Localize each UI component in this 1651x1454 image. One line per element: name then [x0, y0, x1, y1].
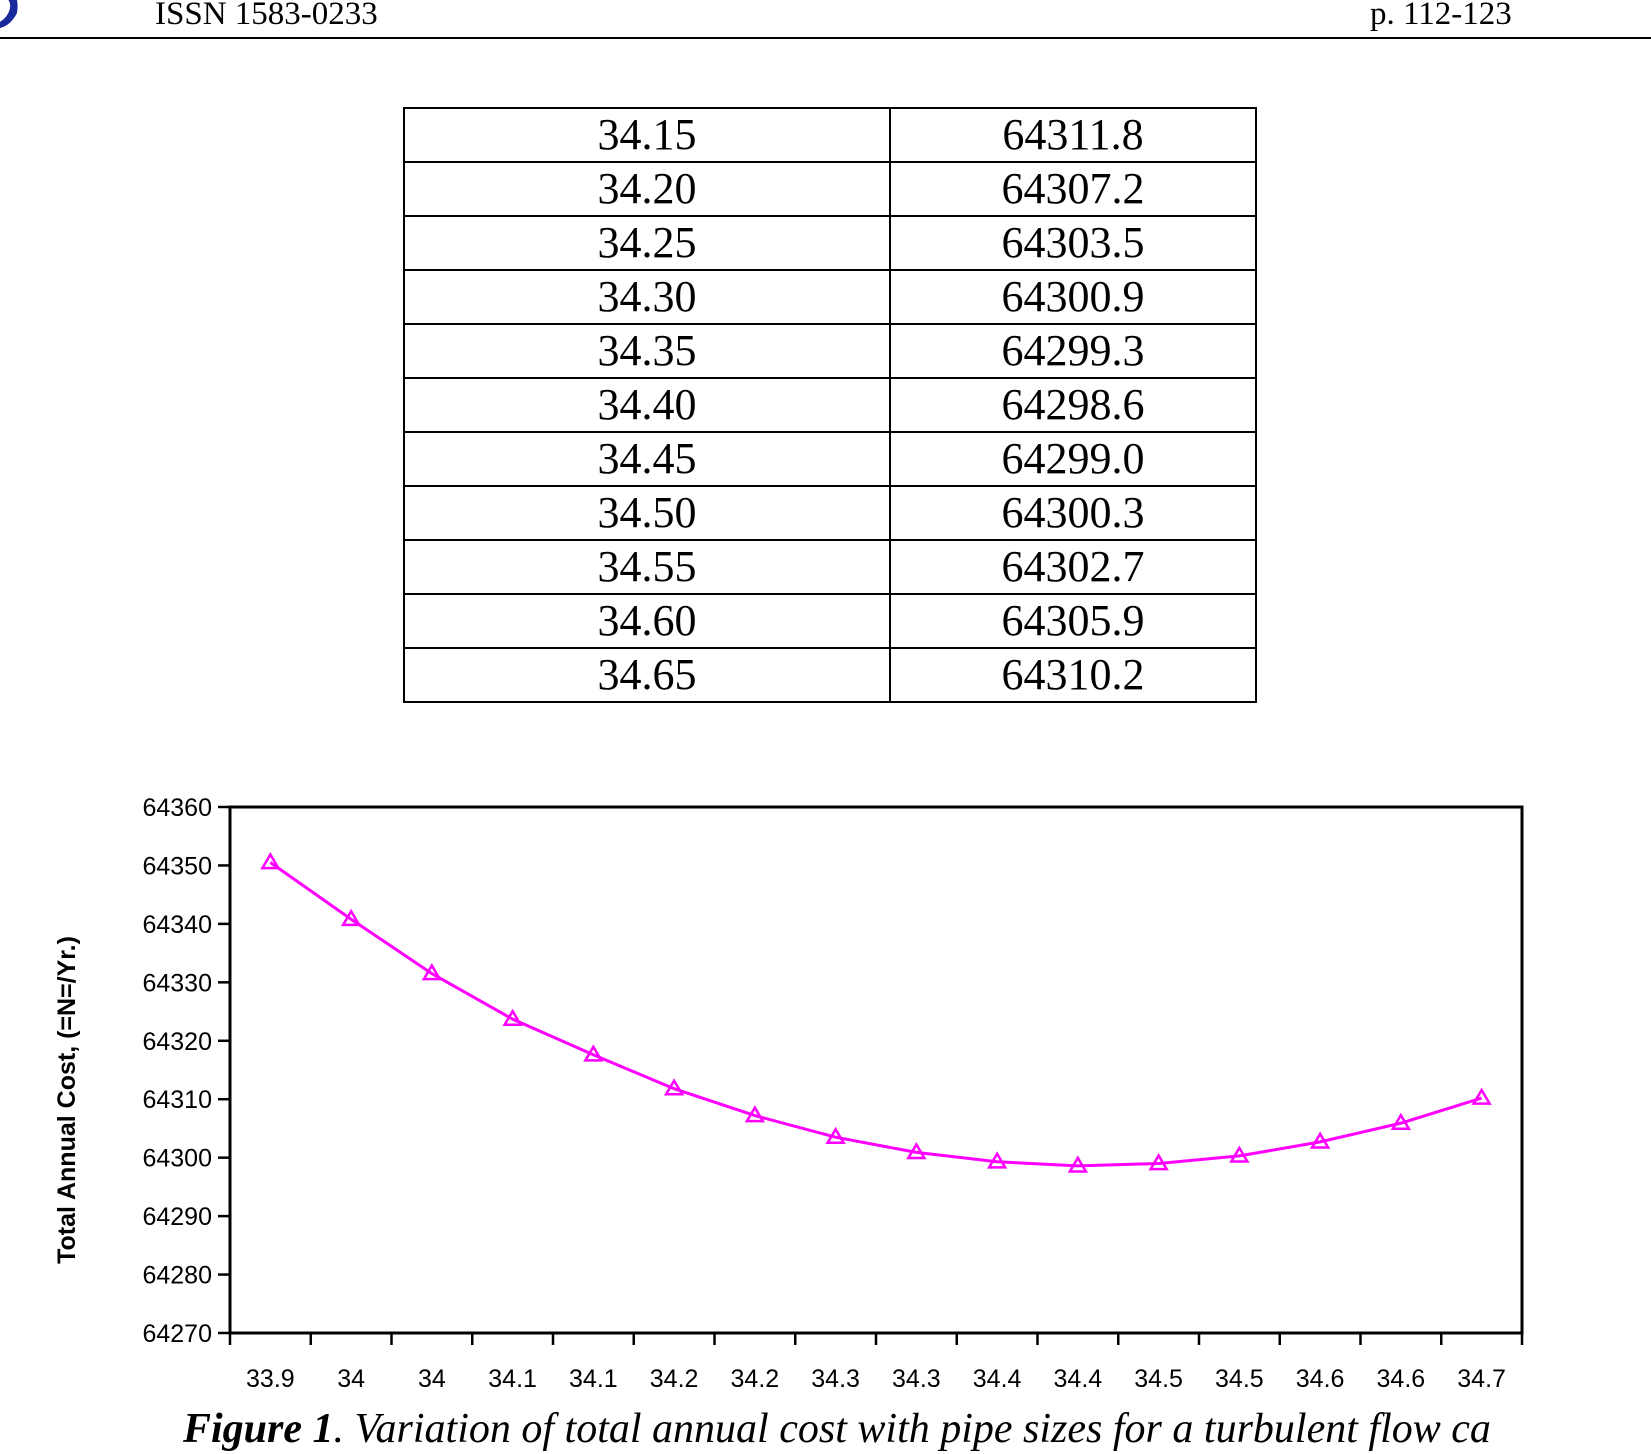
table-cell-pipe-size: 34.50	[403, 485, 891, 541]
x-tick-label: 34.6	[1296, 1365, 1345, 1393]
figure-caption: Figure 1. Variation of total annual cost…	[183, 1404, 1491, 1454]
table-row: 34.60 64305.9	[403, 593, 1257, 649]
table-cell-pipe-size: 34.30	[403, 269, 891, 325]
cost-chart: 64270 64280 64290 64300 64310 64320 64330 64340…	[53, 794, 1524, 1393]
x-tick-label: 34.6	[1377, 1365, 1426, 1393]
x-tick-label: 33.9	[246, 1365, 295, 1393]
table-cell-annual-cost: 64300.9	[889, 269, 1257, 325]
table-cell-pipe-size: 34.65	[403, 647, 891, 703]
table-row: 34.40 64298.6	[403, 377, 1257, 433]
x-tick-label: 34	[337, 1365, 365, 1393]
table-row: 34.50 64300.3	[403, 485, 1257, 541]
table-cell-pipe-size: 34.20	[403, 161, 891, 217]
plot-area	[228, 805, 1524, 1335]
table-row: 34.45 64299.0	[403, 431, 1257, 487]
y-tick-label: 64350	[142, 852, 212, 880]
table-cell-annual-cost: 64302.7	[889, 539, 1257, 595]
data-point-marker	[1309, 1131, 1331, 1149]
table-cell-annual-cost: 64303.5	[889, 215, 1257, 271]
x-tick-label: 34.1	[488, 1365, 537, 1393]
y-tick-label: 64300	[142, 1145, 212, 1173]
x-tick-label: 34.3	[892, 1365, 941, 1393]
data-point-marker	[986, 1151, 1008, 1169]
y-tick-label: 64360	[142, 794, 212, 822]
table-body: 34.15 64311.8 34.20 64307.2 34.25 64303.5 34.3…	[403, 107, 1257, 703]
table-row: 34.35 64299.3	[403, 323, 1257, 379]
data-point-marker	[583, 1044, 604, 1062]
x-tick-label: 34.4	[1054, 1365, 1103, 1393]
figure-caption-label: Figure 1	[183, 1406, 334, 1452]
data-point-marker	[260, 852, 281, 870]
table-row: 34.20 64307.2	[403, 161, 1257, 217]
table-cell-pipe-size: 34.15	[403, 107, 891, 163]
table-cell-annual-cost: 64299.3	[889, 323, 1257, 379]
table-row: 34.65 64310.2	[403, 647, 1257, 703]
table-cell-annual-cost: 64310.2	[889, 647, 1257, 703]
data-point-marker	[906, 1141, 927, 1160]
table-cell-annual-cost: 64307.2	[889, 161, 1257, 217]
table-row: 34.55 64302.7	[403, 539, 1257, 595]
y-tick-label: 64320	[142, 1028, 212, 1056]
y-tick-label: 64310	[142, 1086, 212, 1114]
header-issn: ISSN 1583-0233	[155, 0, 378, 32]
x-tick-label: 34.2	[650, 1365, 699, 1393]
y-axis-label: Total Annual Cost, (=N=/Yr.)	[53, 936, 81, 1264]
series-line	[269, 861, 1483, 1168]
header-page-range: p. 112-123	[1370, 0, 1512, 32]
table-row: 34.15 64311.8	[403, 107, 1257, 163]
data-point-marker	[340, 908, 362, 927]
plot-frame	[228, 805, 1524, 1335]
data-point-marker	[1148, 1153, 1169, 1171]
data-point-marker	[421, 963, 443, 981]
data-point-marker	[825, 1126, 846, 1145]
table-cell-annual-cost: 64305.9	[889, 593, 1257, 649]
table-cell-annual-cost: 64300.3	[889, 485, 1257, 541]
journal-logo	[0, 0, 18, 29]
table-cell-pipe-size: 34.55	[403, 539, 891, 595]
x-axis: 33.9 34 34 34.1 34.1 34.2 34.2 34.3 34.3 34.4 34.4…	[228, 1333, 1524, 1393]
x-tick-label: 34	[418, 1365, 446, 1393]
table-cell-pipe-size: 34.35	[403, 323, 891, 379]
data-table: 34.15 64311.8 34.20 64307.2 34.25 64303.5 34.3…	[403, 107, 1257, 703]
x-tick-label: 34.1	[569, 1365, 618, 1393]
data-point-marker	[1390, 1112, 1412, 1131]
table-row: 34.25 64303.5	[403, 215, 1257, 271]
x-tick-label: 34.5	[1215, 1365, 1264, 1393]
data-point-marker	[1229, 1145, 1250, 1163]
x-tick-label: 34.4	[973, 1365, 1022, 1393]
table-row: 34.30 64300.9	[403, 269, 1257, 325]
data-point-marker	[744, 1105, 766, 1123]
data-point-marker	[663, 1078, 685, 1096]
table-cell-annual-cost: 64311.8	[889, 107, 1257, 163]
table-cell-pipe-size: 34.40	[403, 377, 891, 433]
y-axis: 64270 64280 64290 64300 64310 64320 64330 64340…	[142, 794, 230, 1348]
table-cell-pipe-size: 34.45	[403, 431, 891, 487]
x-tick-label: 34.2	[731, 1365, 780, 1393]
y-tick-label: 64290	[142, 1203, 212, 1231]
y-tick-label: 64330	[142, 969, 212, 997]
data-point-marker	[502, 1008, 523, 1027]
table-cell-annual-cost: 64299.0	[889, 431, 1257, 487]
x-tick-label: 34.3	[811, 1365, 860, 1393]
table-cell-annual-cost: 64298.6	[889, 377, 1257, 433]
y-tick-label: 64340	[142, 911, 212, 939]
figure-caption-text: . Variation of total annual cost with pi…	[333, 1406, 1491, 1452]
table-cell-pipe-size: 34.60	[403, 593, 891, 649]
data-point-marker	[1471, 1087, 1492, 1105]
x-tick-label: 34.7	[1457, 1365, 1506, 1393]
data-point-marker	[1067, 1155, 1089, 1173]
y-tick-label: 64270	[142, 1320, 212, 1348]
header-rule	[0, 37, 1651, 39]
x-tick-label: 34.5	[1134, 1365, 1183, 1393]
series-layer	[260, 852, 1492, 1173]
table-cell-pipe-size: 34.25	[403, 215, 891, 271]
y-tick-label: 64280	[142, 1262, 212, 1290]
